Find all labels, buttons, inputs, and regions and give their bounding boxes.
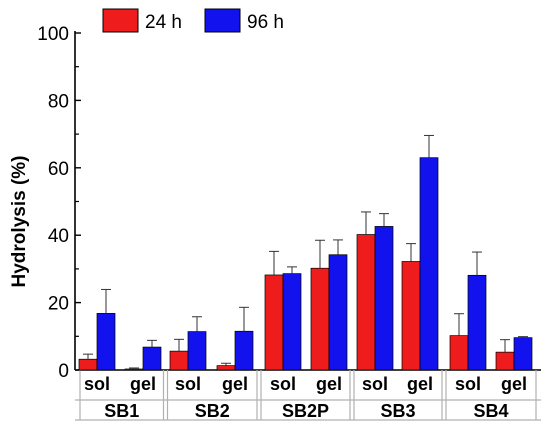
category-label: gel (130, 374, 156, 394)
legend-swatch-24h (102, 8, 139, 33)
bar-24h (356, 234, 376, 371)
group-label: SB4 (473, 401, 508, 421)
bar-96h (328, 254, 348, 371)
bar-24h (216, 365, 236, 371)
category-label: gel (222, 374, 248, 394)
category-label: sol (84, 374, 110, 394)
y-tick-label: 0 (58, 361, 69, 382)
bar-24h (495, 351, 515, 371)
category-label: sol (175, 374, 201, 394)
bars (78, 134, 533, 371)
group-label: SB1 (104, 401, 139, 421)
category-label: sol (455, 374, 481, 394)
bar-96h (142, 346, 162, 371)
category-label: gel (407, 374, 433, 394)
bar-24h (310, 267, 330, 371)
bar-96h (374, 226, 394, 371)
y-axis-label: Hydrolysis (%) (9, 156, 30, 288)
group-label: SB2P (282, 401, 329, 421)
bar-24h (78, 358, 98, 371)
bar-24h (449, 335, 469, 371)
bar-96h (234, 330, 254, 371)
y-tick-label: 100 (37, 24, 69, 45)
bar-24h (264, 274, 284, 371)
bar-96h (187, 331, 207, 371)
bar-24h (169, 350, 189, 371)
bar-96h (467, 274, 487, 371)
legend-swatch-96h (204, 8, 241, 33)
group-label: SB3 (380, 401, 415, 421)
bar-24h (401, 261, 421, 371)
group-label: SB2 (195, 401, 230, 421)
bar-96h (513, 337, 533, 371)
category-label: gel (501, 374, 527, 394)
y-tick-label: 40 (48, 226, 69, 247)
bar-96h (419, 157, 439, 371)
axis-labels: 0 20 40 60 80 100 Hydrolysis (%) SB1 SB2 SB2P SB3 S… (9, 24, 527, 421)
y-tick-label: 80 (48, 91, 69, 112)
legend: 24 h 96 h (102, 8, 284, 33)
bar-24h (124, 368, 144, 371)
category-label: gel (316, 374, 342, 394)
bar-96h (282, 273, 302, 371)
bar-96h (96, 313, 116, 371)
legend-label: 24 h (145, 12, 182, 33)
category-label: sol (362, 374, 388, 394)
y-tick-label: 20 (48, 294, 69, 315)
y-tick-label: 60 (48, 159, 69, 180)
legend-label: 96 h (247, 12, 284, 33)
category-label: sol (270, 374, 296, 394)
